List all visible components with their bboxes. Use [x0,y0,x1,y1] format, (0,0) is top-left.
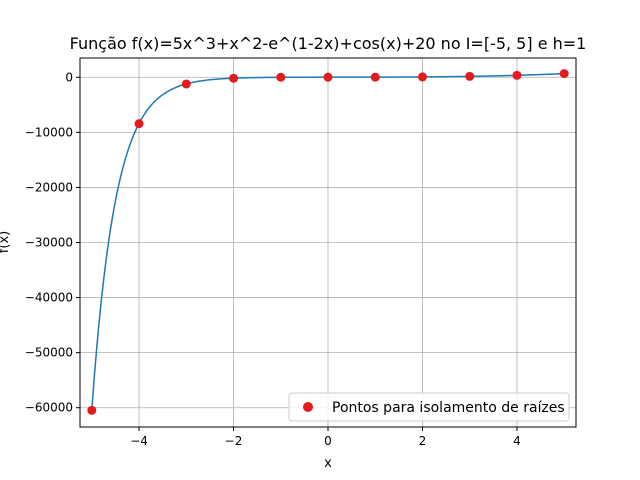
y-tick-label: −50000 [25,346,73,360]
x-axis: −4 −2 0 2 4 [130,427,521,448]
data-point [134,119,144,129]
y-axis: 0 −10000 −20000 −30000 −40000 −50000 −60000 [25,70,80,415]
chart-title: Função f(x)=5x^3+x^2-e^(1-2x)+cos(x)+20 … [70,34,587,53]
grid-lines [80,58,576,427]
plot-area [87,69,569,415]
data-point [181,79,191,89]
x-tick-label: −4 [130,434,148,448]
x-axis-label: x [324,456,332,471]
x-tick-label: 4 [513,434,521,448]
data-point [229,73,239,83]
data-point [559,69,569,79]
x-tick-label: 0 [324,434,332,448]
data-point [276,72,286,82]
data-point [465,71,475,81]
data-point [323,72,333,82]
plot-frame [79,57,577,428]
data-point [87,405,97,415]
x-tick-label: −2 [225,434,243,448]
x-tick-label: 2 [419,434,427,448]
y-tick-label: −20000 [25,180,73,194]
y-axis-label: f(x) [0,231,12,253]
legend-marker [303,402,313,412]
y-tick-label: −10000 [25,125,73,139]
legend-box [288,392,570,422]
y-tick-label: 0 [65,70,73,84]
y-tick-label: −30000 [25,236,73,250]
y-tick-label: −60000 [25,401,73,415]
legend-label: Pontos para isolamento de raízes [332,400,565,416]
data-point [417,72,427,82]
data-point [512,70,522,80]
legend: Pontos para isolamento de raízes [288,392,570,422]
y-tick-label: −40000 [25,291,73,305]
data-point [370,72,380,82]
